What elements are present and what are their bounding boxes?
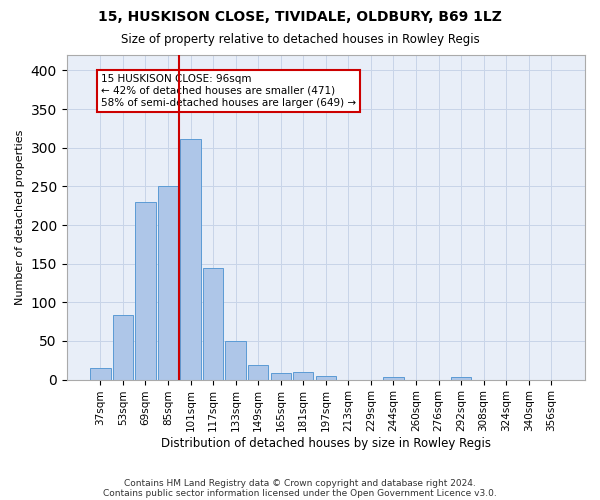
Text: 15 HUSKISON CLOSE: 96sqm
← 42% of detached houses are smaller (471)
58% of semi-: 15 HUSKISON CLOSE: 96sqm ← 42% of detach… [101, 74, 356, 108]
Bar [248, 365, 268, 380]
Bar [271, 372, 291, 380]
X-axis label: Distribution of detached houses by size in Rowley Regis: Distribution of detached houses by size … [161, 437, 491, 450]
Bar [158, 186, 178, 380]
Bar [181, 139, 200, 380]
Bar [293, 372, 313, 380]
Bar [136, 202, 155, 380]
Text: Contains public sector information licensed under the Open Government Licence v3: Contains public sector information licen… [103, 488, 497, 498]
Bar [451, 378, 471, 380]
Bar [316, 376, 336, 380]
Bar [113, 316, 133, 380]
Text: Contains HM Land Registry data © Crown copyright and database right 2024.: Contains HM Land Registry data © Crown c… [124, 478, 476, 488]
Bar [90, 368, 110, 380]
Text: 15, HUSKISON CLOSE, TIVIDALE, OLDBURY, B69 1LZ: 15, HUSKISON CLOSE, TIVIDALE, OLDBURY, B… [98, 10, 502, 24]
Bar [383, 376, 404, 380]
Y-axis label: Number of detached properties: Number of detached properties [15, 130, 25, 305]
Text: Size of property relative to detached houses in Rowley Regis: Size of property relative to detached ho… [121, 32, 479, 46]
Bar [203, 268, 223, 380]
Bar [226, 341, 246, 380]
